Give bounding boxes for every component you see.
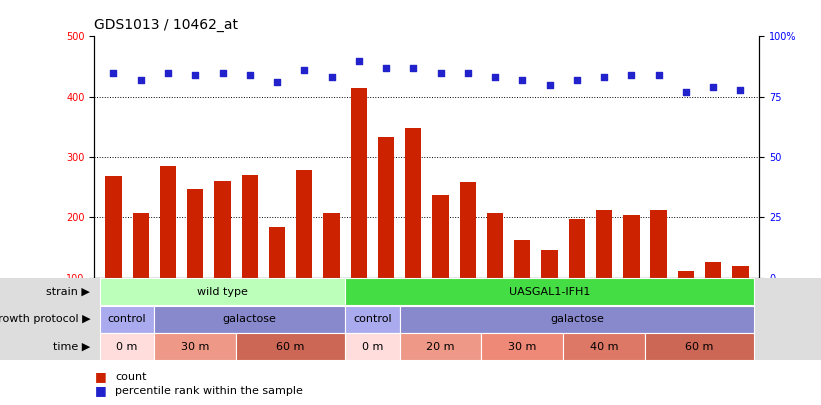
Text: time ▶: time ▶ (53, 342, 90, 352)
Bar (732, 266, 749, 278)
Bar (405, 128, 421, 278)
Point (707, 84, 720, 90)
Bar (541, 250, 557, 278)
Bar (487, 213, 503, 278)
Text: count: count (115, 372, 146, 382)
Point (598, 74, 611, 81)
Bar (214, 181, 231, 278)
Text: strain ▶: strain ▶ (47, 287, 90, 296)
Point (679, 89, 692, 95)
Bar (351, 88, 367, 278)
Point (625, 72, 638, 78)
Text: 30 m: 30 m (508, 342, 536, 352)
Bar (677, 271, 694, 278)
Point (488, 74, 502, 81)
Bar (241, 175, 258, 278)
Text: ■: ■ (94, 370, 106, 383)
Point (270, 79, 283, 85)
Point (406, 64, 420, 71)
Text: control: control (353, 314, 392, 324)
Point (107, 69, 120, 76)
Text: galactose: galactose (222, 314, 277, 324)
Point (379, 64, 392, 71)
Bar (378, 136, 394, 278)
Bar (132, 213, 149, 278)
Bar (105, 177, 122, 278)
Point (134, 77, 147, 83)
Point (461, 69, 475, 76)
Bar (623, 215, 640, 278)
Text: galactose: galactose (550, 314, 603, 324)
Bar (460, 183, 476, 278)
Point (652, 72, 665, 78)
Bar (296, 171, 313, 278)
Point (243, 72, 256, 78)
Text: 60 m: 60 m (277, 342, 305, 352)
Text: 0 m: 0 m (362, 342, 383, 352)
Bar (323, 213, 340, 278)
Point (325, 74, 338, 81)
Bar (705, 262, 722, 278)
Text: growth protocol ▶: growth protocol ▶ (0, 314, 90, 324)
Bar (650, 210, 667, 278)
Text: UASGAL1-IFH1: UASGAL1-IFH1 (509, 287, 590, 296)
Bar (433, 194, 449, 278)
Text: control: control (108, 314, 146, 324)
Point (189, 72, 202, 78)
Point (352, 58, 365, 64)
Text: 60 m: 60 m (686, 342, 713, 352)
Bar (596, 210, 612, 278)
Point (298, 67, 311, 73)
Point (216, 69, 229, 76)
Text: percentile rank within the sample: percentile rank within the sample (115, 386, 303, 396)
Text: 30 m: 30 m (181, 342, 209, 352)
Text: ■: ■ (94, 384, 106, 397)
Point (543, 81, 556, 88)
Bar (160, 166, 177, 278)
Bar (569, 219, 585, 278)
Bar (514, 240, 530, 278)
Point (516, 77, 529, 83)
Point (571, 77, 584, 83)
Text: wild type: wild type (197, 287, 248, 296)
Bar (187, 188, 204, 278)
Point (162, 69, 175, 76)
Text: 20 m: 20 m (426, 342, 455, 352)
Text: GDS1013 / 10462_at: GDS1013 / 10462_at (94, 18, 238, 32)
Text: 0 m: 0 m (117, 342, 138, 352)
Text: 40 m: 40 m (589, 342, 618, 352)
Point (434, 69, 447, 76)
Point (734, 86, 747, 93)
Bar (268, 226, 285, 278)
